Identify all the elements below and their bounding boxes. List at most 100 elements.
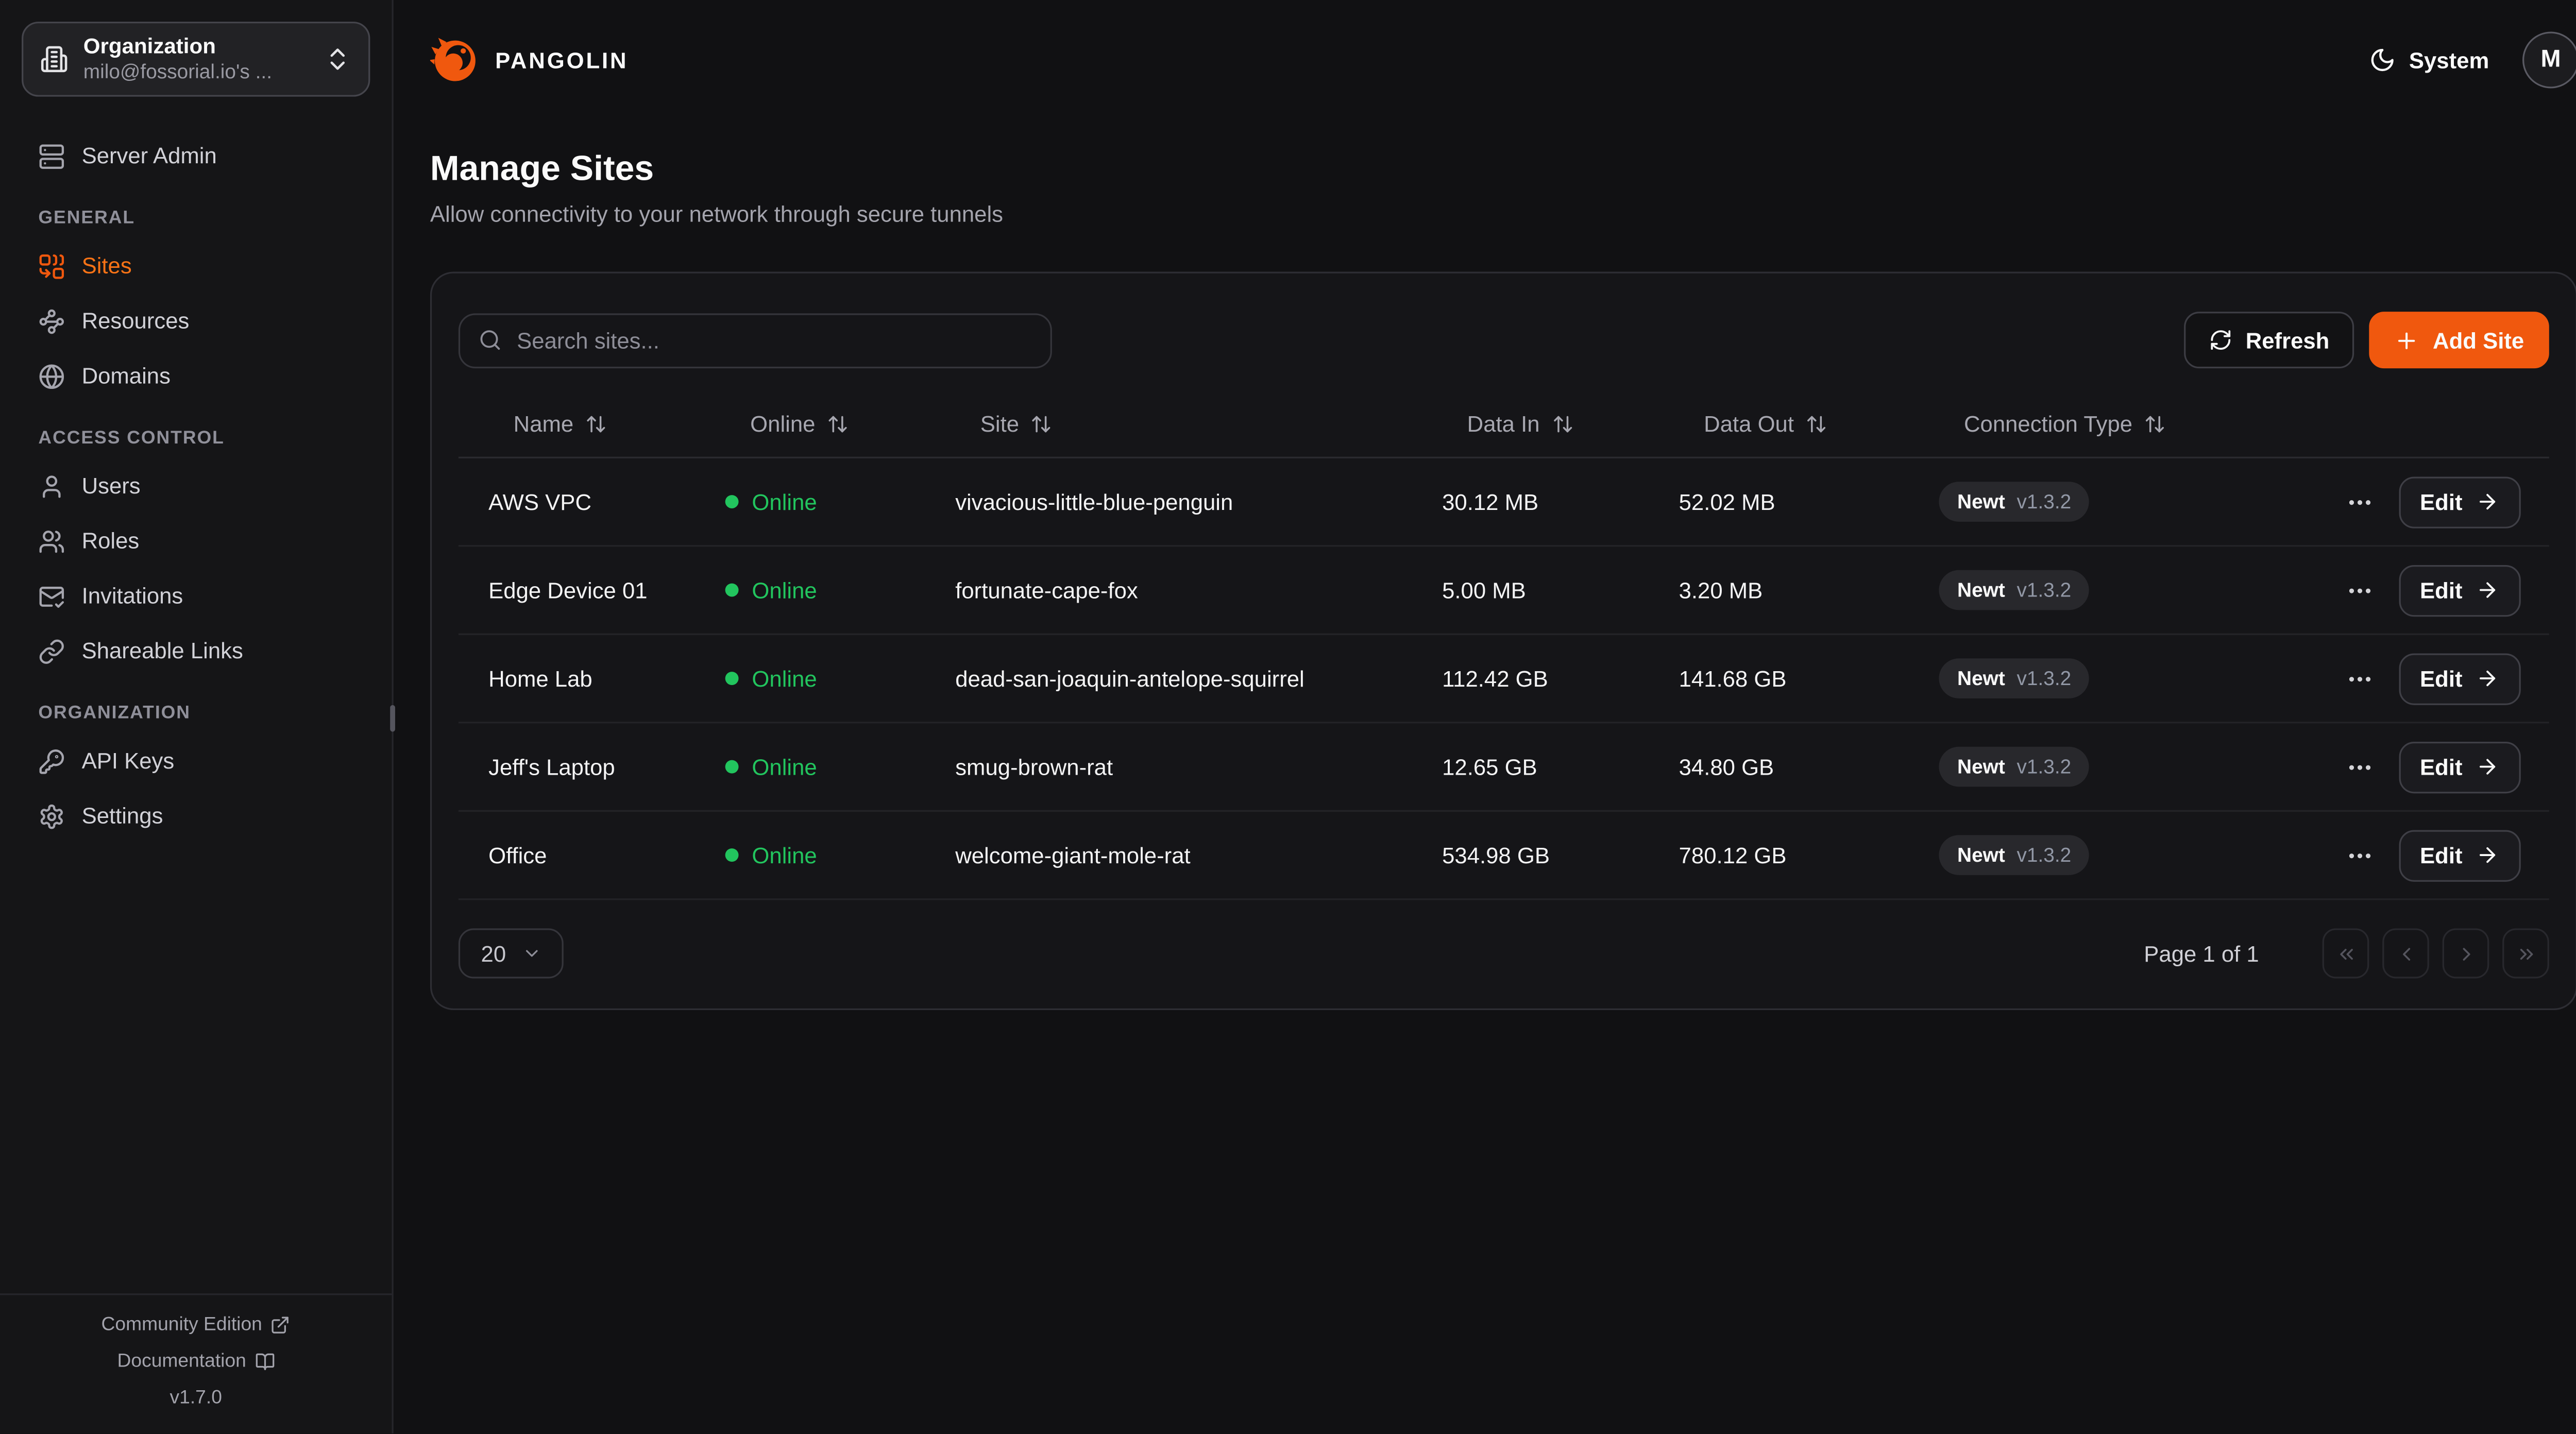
sort-icon — [1031, 413, 1053, 434]
connection-type-label: Newt — [1957, 755, 2005, 779]
arrow-right-icon — [2476, 490, 2499, 513]
chevron-left-icon — [2395, 943, 2416, 964]
mail-check-icon — [38, 583, 65, 609]
row-actions-cell: Edit — [2226, 652, 2549, 705]
site-name-cell: Home Lab — [488, 665, 592, 691]
sidebar-item-server-admin[interactable]: Server Admin — [22, 128, 370, 183]
table-row: AWS VPC Online vivacious-little-blue-pengu… — [458, 458, 2549, 547]
page-size-select[interactable]: 20 — [458, 928, 564, 979]
connection-type-badge: Newt v1.3.2 — [1939, 482, 2090, 522]
add-site-label: Add Site — [2433, 327, 2524, 353]
row-menu-button[interactable] — [2345, 753, 2373, 781]
edit-button[interactable]: Edit — [2398, 741, 2521, 793]
arrow-right-icon — [2476, 667, 2499, 690]
table-header-row: Name Online Site Data In — [458, 390, 2549, 458]
connection-type-label: Newt — [1957, 843, 2005, 867]
community-edition-link[interactable]: Community Edition — [101, 1307, 291, 1343]
status-badge: Online — [752, 842, 817, 868]
search-box — [458, 312, 1052, 368]
edit-label: Edit — [2420, 665, 2463, 691]
connection-type-badge: Newt v1.3.2 — [1939, 658, 2090, 698]
edit-label: Edit — [2420, 489, 2463, 515]
server-icon — [38, 143, 65, 169]
org-selector-texts: Organization milo@fossorial.io's ... — [83, 33, 272, 85]
documentation-label: Documentation — [117, 1352, 246, 1372]
first-page-button[interactable] — [2322, 928, 2369, 979]
documentation-link[interactable]: Documentation — [117, 1343, 275, 1380]
moon-icon — [2369, 47, 2396, 74]
row-actions-cell: Edit — [2226, 741, 2549, 793]
connection-type-cell: Newt v1.3.2 — [1909, 746, 2226, 787]
org-selector-label: Organization — [83, 33, 216, 58]
org-selector[interactable]: Organization milo@fossorial.io's ... — [22, 22, 370, 97]
refresh-icon — [2209, 328, 2232, 351]
status-cell: Online — [695, 666, 925, 691]
sidebar-item-resources[interactable]: Resources — [22, 294, 370, 349]
community-edition-label: Community Edition — [101, 1315, 262, 1336]
row-menu-button[interactable] — [2345, 664, 2373, 693]
status-badge: Online — [752, 489, 817, 515]
sidebar-item-roles[interactable]: Roles — [22, 514, 370, 569]
data-in-cell: 12.65 GB — [1442, 754, 1537, 779]
search-input[interactable] — [517, 327, 1032, 353]
sidebar-item-invitations[interactable]: Invitations — [22, 568, 370, 623]
sites-card: Refresh Add Site Name — [430, 271, 2576, 1010]
status-badge: Online — [752, 754, 817, 779]
next-page-button[interactable] — [2442, 928, 2489, 979]
table-row: Edge Device 01 Online fortunate-cape-fox 5.… — [458, 547, 2549, 635]
plus-icon — [2395, 328, 2420, 353]
sort-icon — [827, 413, 849, 434]
previous-page-button[interactable] — [2382, 928, 2429, 979]
toolbar-actions: Refresh Add Site — [2183, 312, 2549, 369]
sidebar-section-label: GENERAL — [38, 208, 135, 229]
column-header-data-out[interactable]: Data Out — [1649, 411, 1909, 436]
sidebar-item-label: Sites — [81, 253, 132, 279]
sidebar-scrollbar-thumb[interactable] — [390, 705, 395, 732]
row-actions-cell: Edit — [2226, 475, 2549, 528]
page-indicator: Page 1 of 1 — [2144, 941, 2259, 966]
sidebar-item-users[interactable]: Users — [22, 458, 370, 514]
column-header-name[interactable]: Name — [459, 411, 696, 436]
sidebar: Organization milo@fossorial.io's ... Ser… — [0, 0, 395, 1433]
theme-toggle[interactable]: System — [2369, 47, 2489, 74]
edit-button[interactable]: Edit — [2398, 564, 2521, 616]
column-header-site[interactable]: Site — [925, 411, 1412, 436]
refresh-button[interactable]: Refresh — [2183, 312, 2354, 369]
chevrons-up-down-icon — [324, 45, 352, 73]
data-out-cell: 141.68 GB — [1679, 665, 1787, 691]
add-site-button[interactable]: Add Site — [2369, 312, 2549, 369]
user-icon — [38, 472, 65, 499]
row-menu-button[interactable] — [2345, 841, 2373, 869]
edit-button[interactable]: Edit — [2398, 652, 2521, 705]
last-page-button[interactable] — [2502, 928, 2549, 979]
pangolin-logo-icon — [430, 38, 476, 81]
sidebar-item-domains[interactable]: Domains — [22, 348, 370, 403]
site-id-cell: smug-brown-rat — [955, 754, 1113, 779]
sidebar-item-label: Invitations — [81, 583, 183, 609]
connection-version-label: v1.3.2 — [2016, 755, 2072, 779]
sort-icon — [585, 413, 607, 434]
sidebar-item-label: Users — [81, 473, 141, 499]
column-header-online[interactable]: Online — [695, 411, 925, 436]
edit-button[interactable]: Edit — [2398, 829, 2521, 881]
sidebar-item-api-keys[interactable]: API Keys — [22, 733, 370, 789]
online-status-dot — [725, 583, 739, 597]
sidebar-item-label: Roles — [81, 528, 140, 554]
sidebar-item-sites[interactable]: Sites — [22, 238, 370, 294]
row-menu-button[interactable] — [2345, 488, 2373, 516]
sidebar-item-settings[interactable]: Settings — [22, 789, 370, 844]
row-menu-button[interactable] — [2345, 576, 2373, 604]
online-status-dot — [725, 672, 739, 685]
connection-version-label: v1.3.2 — [2016, 667, 2072, 690]
column-header-data-in[interactable]: Data In — [1412, 411, 1649, 436]
building-icon — [40, 45, 69, 73]
combine-icon — [38, 252, 65, 279]
edit-button[interactable]: Edit — [2398, 475, 2521, 528]
sidebar-item-shareable-links[interactable]: Shareable Links — [22, 623, 370, 678]
table-row: Jeff's Laptop Online smug-brown-rat 12.65 G… — [458, 723, 2549, 812]
connection-type-cell: Newt v1.3.2 — [1909, 482, 2226, 522]
user-avatar[interactable]: M — [2522, 31, 2576, 89]
edit-label: Edit — [2420, 754, 2463, 779]
column-header-connection-type[interactable]: Connection Type — [1909, 411, 2226, 436]
